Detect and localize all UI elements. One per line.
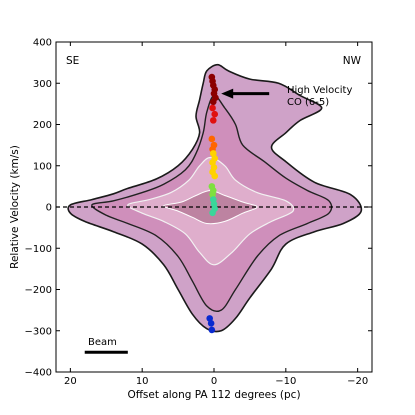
data-point-0-6 bbox=[209, 98, 217, 106]
y-tick-label-0: 400 bbox=[33, 38, 52, 49]
beam-label: Beam bbox=[88, 337, 117, 348]
contour-outer bbox=[67, 63, 363, 333]
annotation-text-line2: CO (6-5) bbox=[287, 97, 329, 108]
y-tick-label-3: 100 bbox=[33, 161, 52, 172]
data-point-1-1 bbox=[211, 110, 219, 118]
data-point-2-0 bbox=[208, 135, 216, 143]
data-point-1-2 bbox=[209, 117, 217, 124]
data-point-1-0 bbox=[209, 104, 216, 112]
x-tick-label-2: 0 bbox=[211, 376, 217, 387]
data-point-3-2 bbox=[209, 159, 216, 166]
contour-core bbox=[163, 189, 258, 225]
annotation-arrow-head bbox=[221, 88, 234, 99]
y-axis: 400 300 200 100 0 −100 −200 −300 −400 bbox=[25, 38, 372, 379]
annotation-text-line1: High Velocity bbox=[287, 85, 352, 96]
y-tick-label-8: −400 bbox=[25, 368, 52, 379]
corner-label-nw: NW bbox=[343, 55, 362, 67]
y-tick-label-6: −200 bbox=[25, 285, 52, 296]
data-point-3-0 bbox=[209, 150, 217, 157]
x-axis: 20 10 0 −10 −20 bbox=[64, 42, 368, 387]
y-tick-label-7: −300 bbox=[25, 326, 52, 337]
high-velocity-points-layer bbox=[206, 73, 219, 334]
data-point-6-1 bbox=[207, 320, 215, 327]
data-point-6-0 bbox=[206, 315, 213, 322]
data-point-5-3 bbox=[209, 209, 216, 217]
y-tick-label-2: 200 bbox=[33, 120, 52, 131]
x-tick-label-3: −10 bbox=[275, 376, 296, 387]
y-tick-label-1: 300 bbox=[33, 79, 52, 90]
contour-inner bbox=[127, 156, 295, 266]
high-velocity-annotation: High Velocity CO (6-5) bbox=[221, 85, 352, 108]
data-point-3-5 bbox=[211, 172, 219, 180]
contour-layer bbox=[67, 63, 363, 333]
y-tick-label-4: 0 bbox=[46, 203, 52, 214]
x-tick-label-0: 20 bbox=[64, 376, 77, 387]
corner-label-se: SE bbox=[66, 55, 79, 67]
data-point-4-2 bbox=[209, 191, 216, 198]
x-axis-label: Offset along PA 112 degrees (pc) bbox=[127, 389, 300, 401]
plot-area bbox=[56, 63, 372, 334]
x-tick-label-4: −20 bbox=[347, 376, 368, 387]
x-tick-label-1: 10 bbox=[136, 376, 149, 387]
y-axis-label: Relative Velocity (km/s) bbox=[9, 145, 21, 269]
data-point-6-2 bbox=[208, 326, 216, 334]
beam-marker: Beam bbox=[84, 337, 128, 354]
y-tick-label-5: −100 bbox=[25, 244, 52, 255]
contour-middle bbox=[91, 94, 333, 313]
